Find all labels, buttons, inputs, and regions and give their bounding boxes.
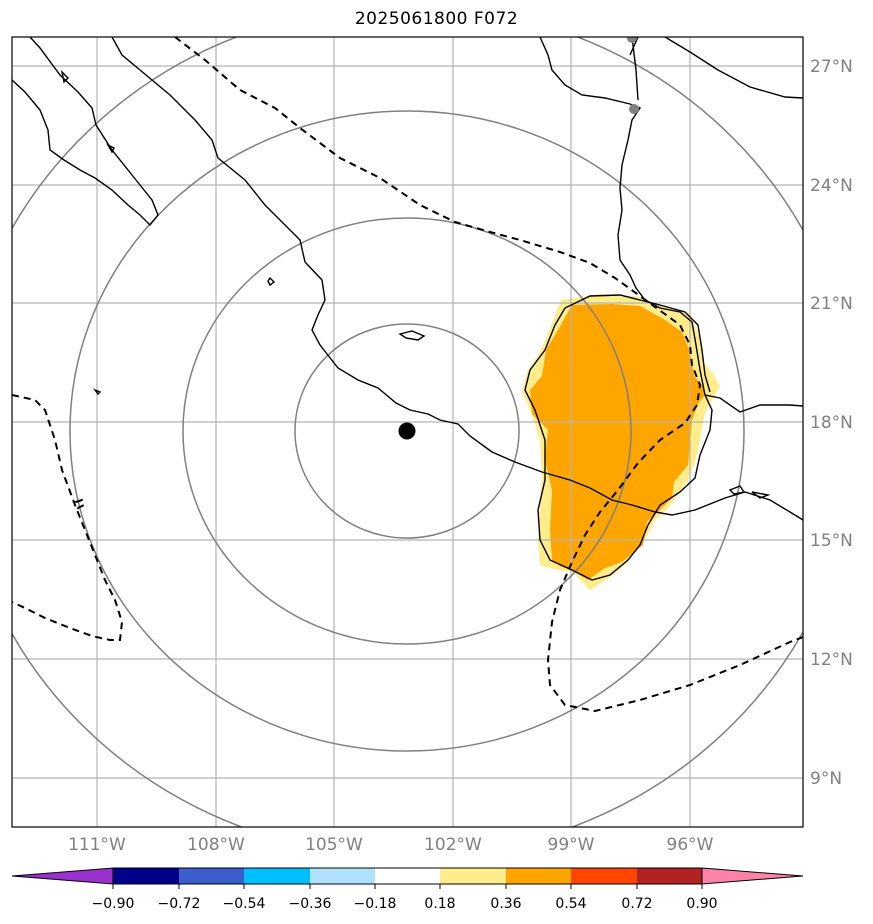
station-markers xyxy=(627,37,639,114)
longitude-labels: 111°W 108°W 105°W 102°W 99°W 96°W xyxy=(68,835,714,855)
dashed-contour-loop xyxy=(74,498,86,510)
lon-label-111: 111°W xyxy=(68,835,126,855)
colorbar-bin-6 xyxy=(440,868,506,884)
colorbar-tick-label-10: 0.90 xyxy=(686,896,717,912)
range-ring-3 xyxy=(69,110,745,752)
colorbar-tick-label-6: 0.18 xyxy=(424,896,455,912)
lat-label-24: 24°N xyxy=(810,176,853,196)
island-3 xyxy=(92,388,102,396)
colorbar-tick-label-9: 0.72 xyxy=(621,896,652,912)
island-4 xyxy=(106,143,115,154)
colorbar-tick-label-7: 0.36 xyxy=(490,896,521,912)
coastline-baja-mainland xyxy=(12,37,159,227)
dashed-contour-north xyxy=(174,37,803,713)
lat-label-18: 18°N xyxy=(810,413,853,433)
colorbar-bin-3 xyxy=(244,868,310,884)
colorbar-bin-2 xyxy=(179,868,244,884)
coastlines xyxy=(12,37,803,581)
dashed-contour xyxy=(12,37,803,713)
colorbar-bin-7 xyxy=(506,868,571,884)
lon-label-105: 105°W xyxy=(305,835,363,855)
colorbar: −0.90 −0.72 −0.54 −0.36 −0.18 0.18 0.36 … xyxy=(11,867,804,912)
coastline-mexico-pacific xyxy=(111,37,803,521)
island-1 xyxy=(398,330,426,341)
dashed-contour-west xyxy=(12,394,124,641)
lat-label-21: 21°N xyxy=(810,294,853,314)
colorbar-extend-high xyxy=(701,867,804,885)
range-ring-1 xyxy=(294,323,520,539)
island-2 xyxy=(267,276,276,287)
colorbar-frame xyxy=(112,867,703,885)
colorbar-tick-label-4: −0.36 xyxy=(289,896,332,912)
island-5 xyxy=(60,69,69,84)
anomaly-fill-orange xyxy=(530,304,704,580)
island-6 xyxy=(728,485,746,495)
latitude-labels: 27°N 24°N 21°N 18°N 15°N 12°N 9°N xyxy=(810,57,853,789)
colorbar-tick-label-2: −0.72 xyxy=(158,896,201,912)
lon-label-102: 102°W xyxy=(424,835,482,855)
colorbar-bin-1 xyxy=(113,868,179,884)
colorbar-bin-9 xyxy=(637,868,702,884)
lat-label-15: 15°N xyxy=(810,531,853,551)
coastline-gulf-of-mexico xyxy=(539,37,803,413)
map-frame xyxy=(11,36,804,828)
colorbar-tick-label-5: −0.18 xyxy=(354,896,397,912)
island-7 xyxy=(751,491,771,499)
coastline-upper-right-curve xyxy=(664,37,803,99)
lon-label-99: 99°W xyxy=(548,835,595,855)
colorbar-tick-label-8: 0.54 xyxy=(555,896,586,912)
lon-label-96: 96°W xyxy=(667,835,714,855)
lat-label-27: 27°N xyxy=(810,57,853,77)
range-rings xyxy=(12,37,803,827)
graticule xyxy=(12,37,803,827)
range-ring-2 xyxy=(182,217,632,645)
colorbar-extend-low xyxy=(11,867,114,885)
lat-label-9: 9°N xyxy=(810,769,842,789)
station-dot-1 xyxy=(627,37,637,43)
coastline-south-edge xyxy=(524,294,713,581)
map-title: 2025061800 F072 xyxy=(354,9,519,29)
storm-center-marker xyxy=(398,422,416,440)
colorbar-tick-label-3: −0.54 xyxy=(223,896,266,912)
colorbar-bin-5 xyxy=(375,868,440,884)
lat-label-12: 12°N xyxy=(810,650,853,670)
colorbar-bin-8 xyxy=(571,868,637,884)
colorbar-bin-4 xyxy=(310,868,375,884)
colorbar-tick-label-1: −0.90 xyxy=(92,896,135,912)
station-dot-2 xyxy=(629,104,639,114)
coastline-upper-right-curve-2 xyxy=(629,37,639,56)
lon-label-108: 108°W xyxy=(187,835,245,855)
